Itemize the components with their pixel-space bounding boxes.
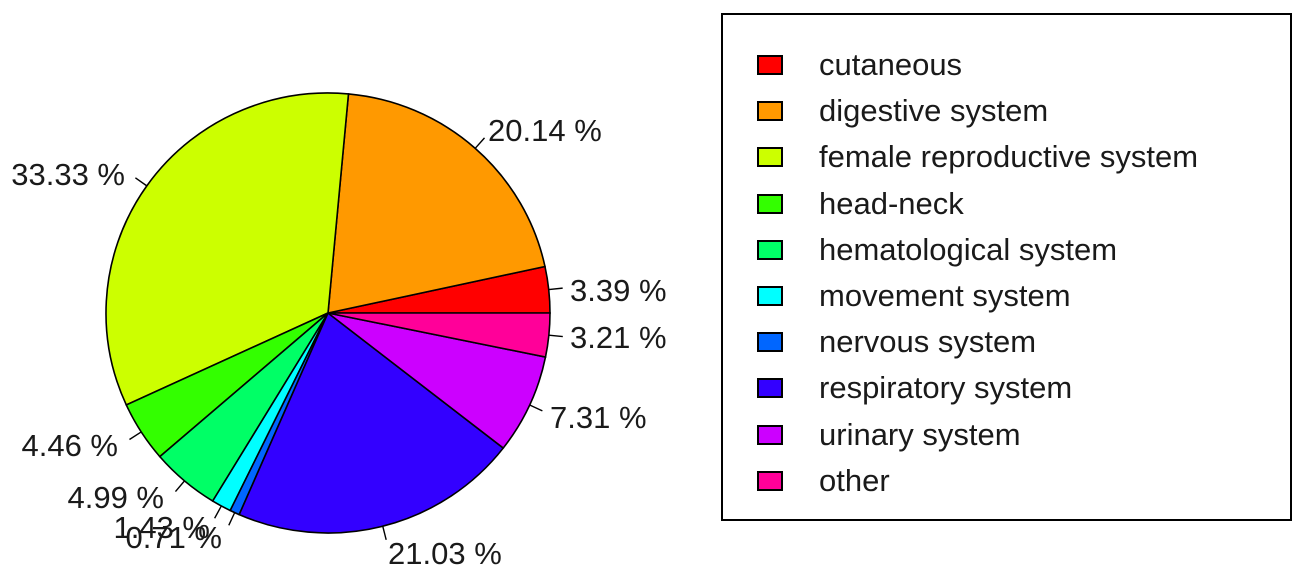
pie-percent-label: 4.46 % [21,428,118,463]
pie-label-tick [529,404,543,412]
pie-label-tick [129,431,142,441]
pie-percent-label: 3.39 % [570,273,667,308]
legend-item: other [757,461,890,501]
legend-item: head-neck [757,184,964,224]
pie-percent-label: 33.33 % [11,157,125,192]
legend-swatch [757,424,783,445]
pie-labels: 3.39 % 20.14 % 33.33 % 4.46 % 4.99 %1.43 %0.… [11,113,666,571]
legend-label: hematological system [819,231,1118,267]
legend-swatch [757,332,783,353]
legend-label: urinary system [819,416,1021,452]
legend-item: nervous system [757,322,1036,362]
pie-percent-label: 0.71 % [125,520,222,555]
chart-legend: cutaneous digestive system female reproduc… [721,13,1292,521]
legend-item: respiratory system [757,368,1072,408]
legend-swatch [757,101,783,122]
legend-label: nervous system [819,324,1037,360]
legend-swatch [757,470,783,491]
pie-label-tick [134,177,148,187]
legend-item: digestive system [757,91,1048,131]
pie-percent-label: 7.31 % [550,400,647,435]
legend-swatch [757,55,783,75]
legend-item: hematological system [757,230,1117,270]
pie-label-tick [548,334,563,338]
pie-label-tick [548,287,563,291]
pie-percent-label: 4.99 % [67,480,164,515]
legend-label: cutaneous [819,47,963,82]
pie-slices [105,92,551,534]
pie-label-tick [228,512,236,526]
legend-label: respiratory system [819,370,1073,406]
legend-label: female reproductive system [819,139,1199,175]
legend-item: cutaneous [757,45,962,85]
legend-item: urinary system [757,415,1021,455]
pie-percent-label: 3.21 % [570,320,667,355]
legend-label: head-neck [819,185,964,221]
pie-percent-label: 21.03 % [388,536,502,571]
pie-percent-label: 1.43 % [113,510,210,545]
pie-chart: 3.39 % 20.14 % 33.33 % 4.46 % 4.99 %1.43 %0.… [11,92,667,571]
legend-swatch [757,147,783,168]
pie-slice-digestive-system [327,93,546,315]
legend-swatch [757,239,783,260]
pie-label-tick [474,137,486,149]
pie-slice-respiratory-system [238,311,505,534]
legend-swatch [757,378,783,399]
legend-swatch [757,286,783,306]
pie-label-tick [174,480,186,493]
pie-label-tick [214,505,222,519]
legend-item: movement system [757,276,1071,316]
legend-item: female reproductive system [757,137,1198,177]
pie-percent-label: 20.14 % [488,113,602,148]
legend-label: digestive system [819,93,1049,129]
legend-label: movement system [819,278,1071,313]
pie-label-tick [382,526,387,540]
legend-swatch [757,193,783,214]
legend-label: other [819,462,890,498]
